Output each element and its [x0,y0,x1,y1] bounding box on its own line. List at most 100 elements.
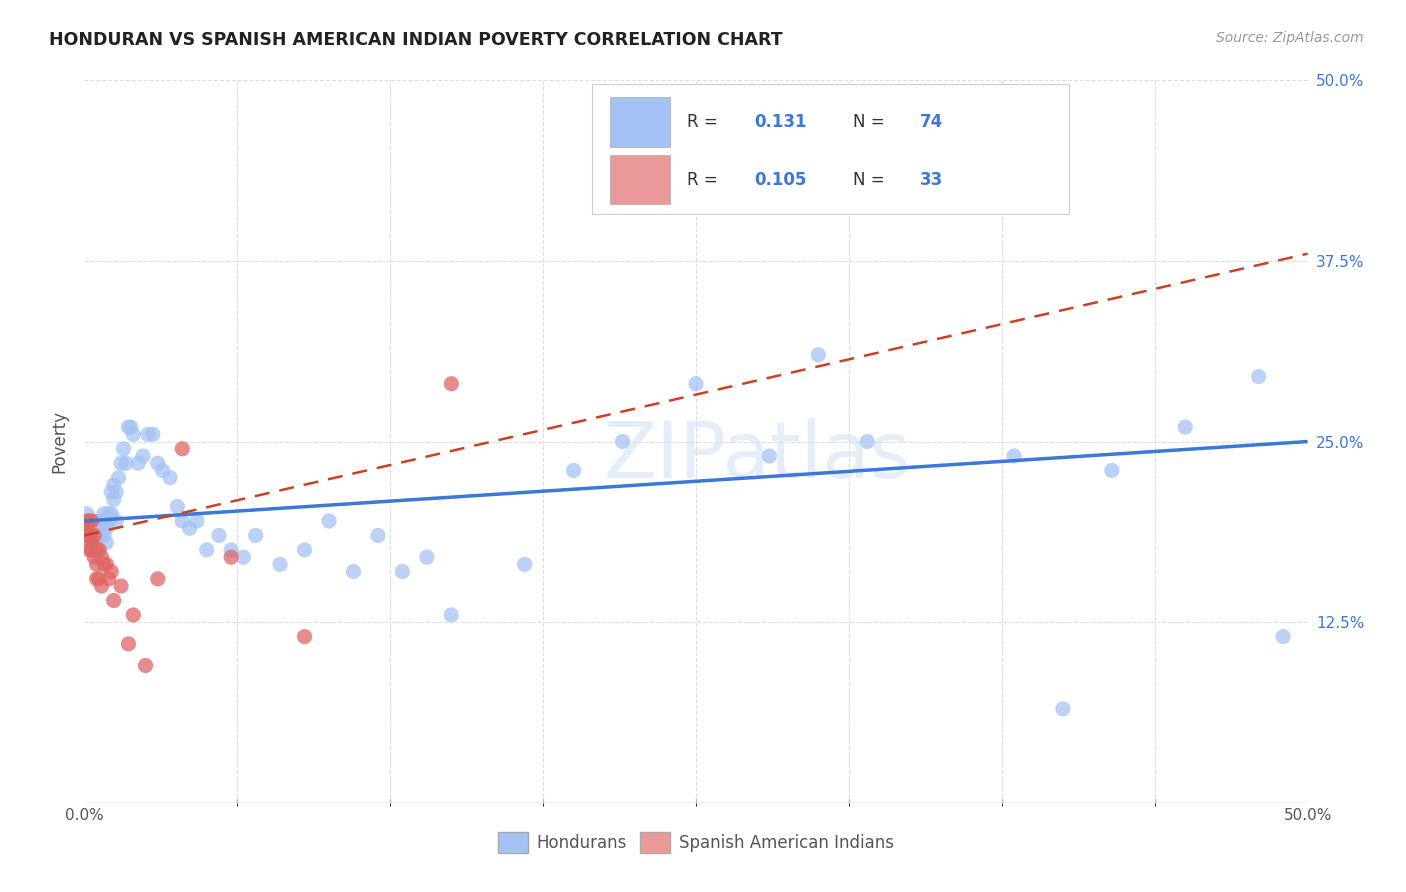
Point [172,514,194,528]
Point [110,456,132,470]
Point [195,542,218,557]
Y-axis label: Poverty: Poverty [51,410,69,473]
Point [245,528,267,542]
Point [208,528,231,542]
Point [294,630,316,644]
Point [142,427,165,442]
Point [120,420,142,434]
Point [172,442,194,456]
Point [115,456,138,470]
Point [80,535,103,549]
FancyBboxPatch shape [610,155,671,204]
Point [86,542,108,557]
Point [76,521,98,535]
Point [103,478,125,492]
Point [110,579,132,593]
Point [93,528,115,542]
Point [93,514,115,528]
Point [1052,702,1074,716]
Point [146,572,169,586]
Text: Source: ZipAtlas.com: Source: ZipAtlas.com [1216,31,1364,45]
Point [100,565,122,579]
Point [122,427,145,442]
Point [103,593,125,607]
Point [100,507,122,521]
Point [685,376,707,391]
Point [122,607,145,622]
Point [440,607,463,622]
Point [76,514,98,528]
Point [612,434,634,449]
Point [76,507,98,521]
Point [1272,630,1295,644]
Point [87,528,110,542]
Point [318,514,340,528]
Point [440,376,463,391]
Point [219,550,242,565]
Point [87,514,110,528]
Point [132,449,155,463]
Point [93,507,115,521]
Point [105,514,128,528]
Point [86,528,108,542]
Point [86,572,108,586]
Point [90,550,112,565]
Point [77,528,100,542]
Point [80,528,103,542]
Point [76,521,98,535]
Text: N =: N = [852,170,890,188]
FancyBboxPatch shape [592,84,1069,214]
Point [87,542,110,557]
Point [90,514,112,528]
Point [152,463,174,477]
Point [135,658,157,673]
Text: R =: R = [688,113,724,131]
Point [97,507,120,521]
Point [96,535,118,549]
Point [342,565,364,579]
Point [93,558,115,572]
Point [77,514,100,528]
Point [90,521,112,535]
Text: 0.131: 0.131 [755,113,807,131]
Point [87,542,110,557]
Point [105,485,128,500]
Point [112,442,135,456]
Point [80,514,103,528]
Point [97,514,120,528]
Text: 74: 74 [920,113,943,131]
Point [294,542,316,557]
Point [96,521,118,535]
Point [96,558,118,572]
Point [186,514,208,528]
Point [77,514,100,528]
Point [90,528,112,542]
Point [103,492,125,507]
Point [166,500,188,514]
Point [232,550,254,565]
Legend: Hondurans, Spanish American Indians: Hondurans, Spanish American Indians [492,826,900,860]
Point [100,485,122,500]
Text: 0.105: 0.105 [755,170,807,188]
Point [807,348,830,362]
Point [86,521,108,535]
Text: N =: N = [852,113,890,131]
Text: HONDURAN VS SPANISH AMERICAN INDIAN POVERTY CORRELATION CHART: HONDURAN VS SPANISH AMERICAN INDIAN POVE… [49,31,783,49]
Point [83,528,105,542]
Point [77,542,100,557]
Text: ZIPatlas: ZIPatlas [603,418,911,494]
Point [159,470,181,484]
Point [219,542,242,557]
Point [83,514,105,528]
Text: R =: R = [688,170,724,188]
Point [87,572,110,586]
Point [127,456,149,470]
Point [76,528,98,542]
Point [107,470,129,484]
Point [136,427,159,442]
Point [1101,463,1123,477]
Point [367,528,389,542]
Point [97,572,120,586]
Point [80,542,103,557]
Point [83,528,105,542]
